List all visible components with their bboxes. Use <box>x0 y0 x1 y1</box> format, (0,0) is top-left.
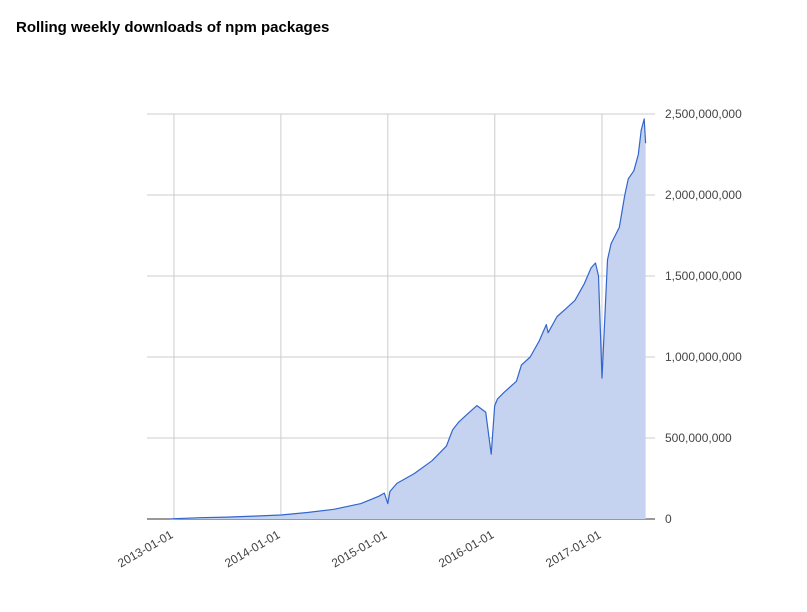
series-area <box>170 118 647 520</box>
x-tick-label: 2013-01-01 <box>115 527 175 570</box>
y-tick-label: 0 <box>665 512 672 526</box>
x-tick-label: 2014-01-01 <box>222 527 282 570</box>
y-tick-label: 2,500,000,000 <box>665 107 742 121</box>
series-line <box>170 118 647 520</box>
x-tick-label: 2016-01-01 <box>436 527 496 570</box>
series-area-fill <box>170 118 646 520</box>
y-axis-ticks: 0 500,000,000 1,000,000,000 1,500,000,000 2,… <box>665 107 742 526</box>
y-tick-label: 1,500,000,000 <box>665 269 742 283</box>
y-tick-label: 2,000,000,000 <box>665 188 742 202</box>
y-tick-label: 500,000,000 <box>665 431 732 445</box>
x-axis-ticks: 2013-01-01 2014-01-01 2015-01-01 2016-01-01… <box>115 527 603 570</box>
x-tick-label: 2015-01-01 <box>329 527 389 570</box>
chart-title: Rolling weekly downloads of npm packages <box>16 19 330 36</box>
y-tick-label: 1,000,000,000 <box>665 350 742 364</box>
x-tick-label: 2017-01-01 <box>543 527 603 570</box>
